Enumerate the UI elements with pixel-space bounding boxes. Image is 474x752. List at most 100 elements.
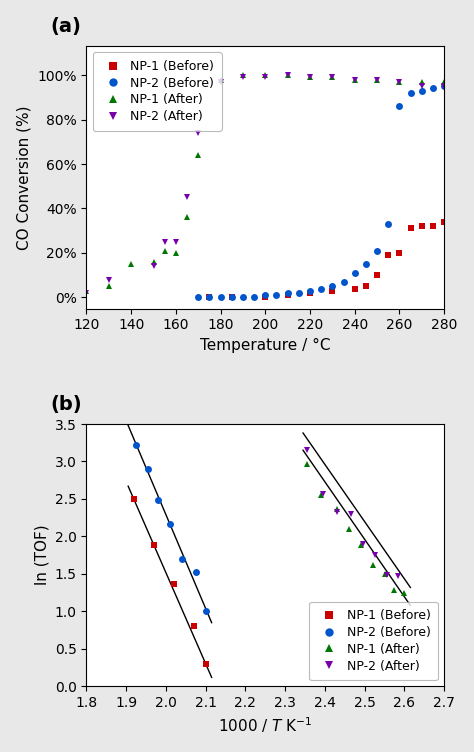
Legend: NP-1 (Before), NP-2 (Before), NP-1 (After), NP-2 (After): NP-1 (Before), NP-2 (Before), NP-1 (Afte… [93, 53, 221, 131]
NP-2 (After) [106, 275, 112, 284]
NP-1 (Before) [191, 621, 197, 630]
NP-1 (After) [184, 213, 190, 222]
NP-2 (Before) [167, 519, 173, 528]
NP-2 (After) [320, 490, 326, 499]
NP-1 (After) [382, 569, 387, 578]
NP-2 (Before) [195, 293, 201, 302]
NP-1 (After) [106, 282, 112, 291]
NP-1 (After) [218, 75, 223, 84]
NP-2 (Before) [319, 284, 324, 293]
NP-2 (Before) [251, 293, 257, 302]
NP-1 (Before) [207, 293, 212, 302]
NP-2 (Before) [397, 102, 402, 111]
NP-2 (Before) [263, 291, 268, 300]
Y-axis label: ln (TOF): ln (TOF) [34, 525, 49, 586]
NP-2 (Before) [218, 293, 223, 302]
NP-2 (After) [83, 289, 89, 298]
NP-2 (Before) [203, 607, 209, 616]
X-axis label: 1000 / $\it{T}$ K$^{-1}$: 1000 / $\it{T}$ K$^{-1}$ [218, 716, 313, 735]
NP-2 (Before) [193, 567, 199, 576]
NP-1 (After) [318, 491, 324, 500]
Line: NP-2 (After): NP-2 (After) [303, 447, 402, 580]
NP-1 (Before) [285, 291, 291, 300]
NP-2 (Before) [240, 293, 246, 302]
NP-2 (Before) [419, 86, 425, 96]
NP-2 (After) [397, 77, 402, 86]
NP-2 (Before) [363, 259, 369, 268]
NP-1 (After) [441, 77, 447, 86]
NP-2 (After) [195, 129, 201, 138]
NP-1 (After) [358, 541, 364, 550]
NP-2 (After) [162, 238, 167, 247]
NP-2 (After) [307, 73, 313, 82]
NP-2 (Before) [296, 289, 301, 298]
NP-2 (After) [360, 539, 365, 548]
NP-1 (After) [374, 75, 380, 84]
NP-2 (After) [348, 509, 354, 518]
NP-1 (After) [128, 259, 134, 268]
NP-1 (Before) [363, 282, 369, 291]
NP-1 (Before) [397, 248, 402, 257]
NP-2 (Before) [385, 220, 391, 229]
NP-2 (Before) [352, 268, 357, 277]
NP-2 (Before) [207, 293, 212, 302]
NP-1 (Before) [385, 250, 391, 259]
NP-1 (After) [392, 586, 397, 595]
NP-2 (After) [184, 193, 190, 202]
NP-2 (After) [441, 82, 447, 91]
NP-1 (Before) [352, 284, 357, 293]
NP-2 (Before) [374, 246, 380, 255]
NP-1 (After) [173, 248, 179, 257]
NP-1 (After) [401, 588, 407, 597]
Line: NP-2 (After): NP-2 (After) [83, 71, 447, 296]
NP-1 (Before) [419, 222, 425, 231]
NP-2 (After) [383, 571, 389, 580]
NP-1 (After) [151, 257, 156, 266]
NP-2 (Before) [155, 496, 161, 505]
NP-2 (After) [352, 75, 357, 84]
NP-1 (Before) [203, 660, 209, 669]
Line: NP-2 (Before): NP-2 (Before) [133, 441, 209, 615]
NP-2 (After) [151, 262, 156, 271]
NP-1 (After) [240, 71, 246, 80]
NP-2 (Before) [273, 291, 279, 300]
NP-2 (After) [285, 71, 291, 80]
Line: NP-1 (Before): NP-1 (Before) [131, 496, 209, 667]
NP-1 (After) [419, 77, 425, 86]
Text: (a): (a) [51, 17, 82, 35]
NP-1 (After) [263, 71, 268, 80]
Line: NP-2 (Before): NP-2 (Before) [195, 83, 447, 301]
NP-1 (Before) [131, 495, 137, 504]
NP-1 (After) [285, 71, 291, 80]
NP-2 (After) [173, 238, 179, 247]
Line: NP-1 (Before): NP-1 (Before) [206, 218, 447, 301]
NP-1 (Before) [430, 222, 436, 231]
NP-2 (After) [304, 446, 310, 455]
NP-1 (After) [307, 73, 313, 82]
NP-1 (Before) [441, 217, 447, 226]
NP-2 (Before) [285, 289, 291, 298]
NP-1 (After) [304, 459, 310, 468]
NP-2 (Before) [179, 554, 185, 563]
NP-2 (After) [329, 73, 335, 82]
NP-1 (Before) [329, 287, 335, 296]
NP-1 (Before) [374, 271, 380, 280]
NP-2 (After) [218, 77, 223, 86]
NP-1 (Before) [263, 293, 268, 302]
NP-2 (Before) [341, 277, 346, 287]
NP-1 (After) [370, 560, 375, 569]
NP-1 (After) [83, 287, 89, 296]
NP-2 (After) [372, 550, 377, 559]
NP-1 (After) [397, 77, 402, 86]
NP-1 (After) [346, 524, 352, 533]
NP-2 (After) [263, 73, 268, 82]
NP-2 (Before) [307, 287, 313, 296]
Legend: NP-1 (Before), NP-2 (Before), NP-1 (After), NP-2 (After): NP-1 (Before), NP-2 (Before), NP-1 (Afte… [309, 602, 438, 680]
Line: NP-1 (After): NP-1 (After) [303, 460, 408, 596]
NP-2 (Before) [145, 465, 151, 474]
NP-2 (After) [240, 73, 246, 82]
NP-1 (Before) [408, 224, 413, 233]
NP-2 (Before) [329, 282, 335, 291]
NP-2 (After) [419, 82, 425, 91]
NP-1 (Before) [307, 289, 313, 298]
